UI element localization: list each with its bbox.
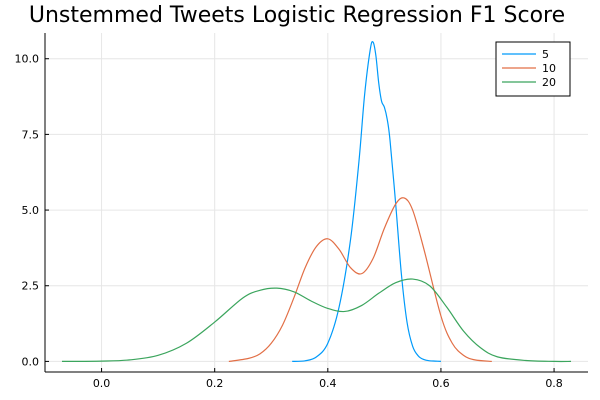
x-tick-label: 0.4 xyxy=(319,377,337,390)
y-tick-label: 2.5 xyxy=(22,280,40,293)
series-line-20 xyxy=(61,278,572,363)
legend-label-10: 10 xyxy=(542,62,556,75)
series-line-10 xyxy=(228,197,492,363)
legend-label-5: 5 xyxy=(542,48,549,61)
x-tick-label: 0.6 xyxy=(432,377,450,390)
x-tick-label: 0.0 xyxy=(93,377,111,390)
x-tick-label: 0.2 xyxy=(206,377,224,390)
chart-title: Unstemmed Tweets Logistic Regression F1 … xyxy=(29,3,565,28)
legend-label-20: 20 xyxy=(542,76,556,89)
legend-box xyxy=(495,41,571,97)
x-tick-label: 0.8 xyxy=(545,377,563,390)
series-layer xyxy=(61,40,572,363)
y-tick-label: 7.5 xyxy=(22,128,40,141)
y-tick-label: 5.0 xyxy=(22,204,40,217)
series-line-5 xyxy=(292,40,441,363)
y-tick-label: 0.0 xyxy=(22,355,40,368)
axes: 0.0 0.2 0.4 0.6 0.8 0.0 2.5 5.0 7.5 10.0 xyxy=(15,33,588,390)
y-tick-label: 10.0 xyxy=(15,53,40,66)
